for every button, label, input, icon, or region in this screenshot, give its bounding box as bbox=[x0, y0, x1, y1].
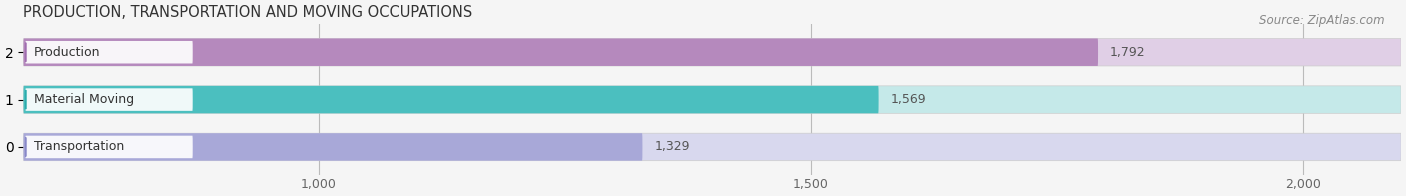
FancyBboxPatch shape bbox=[25, 41, 193, 64]
FancyBboxPatch shape bbox=[24, 38, 1098, 66]
Text: 1,569: 1,569 bbox=[890, 93, 927, 106]
FancyBboxPatch shape bbox=[24, 86, 1402, 113]
FancyBboxPatch shape bbox=[25, 88, 193, 111]
Text: 1,329: 1,329 bbox=[654, 141, 690, 153]
Text: Material Moving: Material Moving bbox=[34, 93, 134, 106]
Text: Production: Production bbox=[34, 46, 100, 59]
FancyBboxPatch shape bbox=[24, 133, 643, 161]
Text: Transportation: Transportation bbox=[34, 141, 124, 153]
Text: Source: ZipAtlas.com: Source: ZipAtlas.com bbox=[1260, 14, 1385, 27]
FancyBboxPatch shape bbox=[24, 133, 1402, 161]
FancyBboxPatch shape bbox=[24, 86, 879, 113]
FancyBboxPatch shape bbox=[24, 38, 1402, 66]
FancyBboxPatch shape bbox=[25, 136, 193, 158]
Text: 1,792: 1,792 bbox=[1109, 46, 1146, 59]
Text: PRODUCTION, TRANSPORTATION AND MOVING OCCUPATIONS: PRODUCTION, TRANSPORTATION AND MOVING OC… bbox=[24, 5, 472, 20]
